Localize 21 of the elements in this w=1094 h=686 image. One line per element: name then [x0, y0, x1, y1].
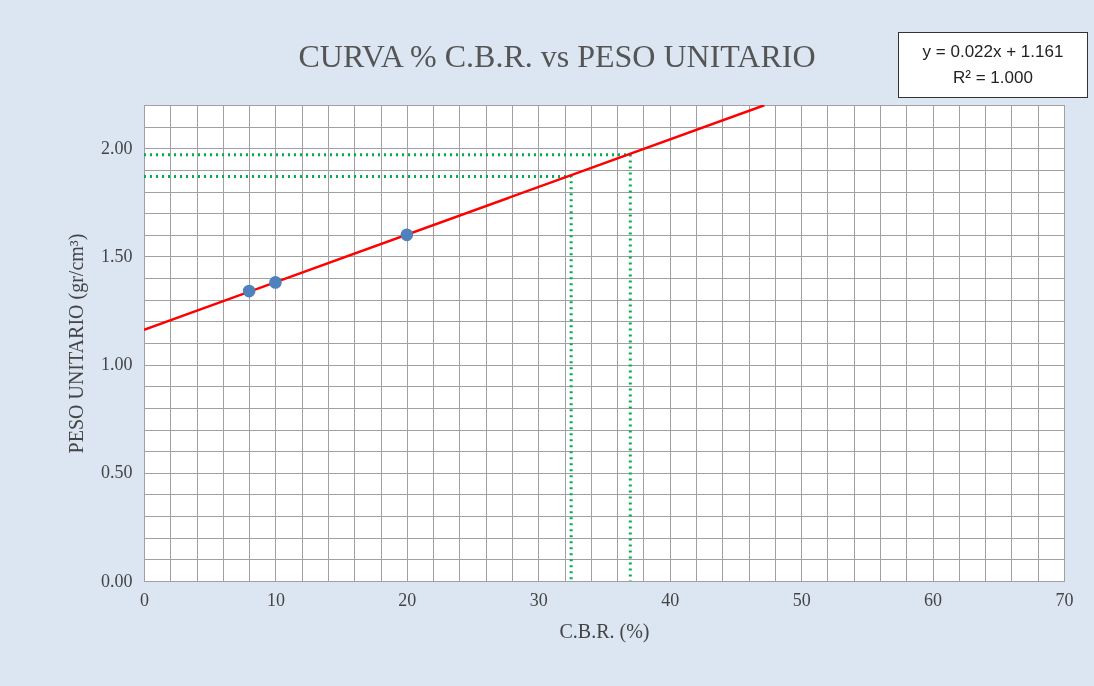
- x-tick-label: 70: [1055, 589, 1074, 610]
- point: [269, 276, 282, 289]
- x-tick-label: 60: [924, 589, 943, 610]
- point: [242, 284, 256, 298]
- text: y = 0.022x + 1.161: [921, 41, 1065, 63]
- chart-title: CURVA % C.B.R. vs PESO UNITARIO: [298, 38, 816, 74]
- x-axis-title: C.B.R. (%): [559, 619, 650, 643]
- x-tick-label: 10: [266, 589, 285, 610]
- y-tick-label: 0.00: [101, 570, 133, 591]
- x-tick-label: 30: [529, 589, 548, 610]
- x-tick-label: 50: [792, 589, 811, 610]
- y-tick-label: 2.00: [101, 137, 133, 158]
- y-tick-label: 1.00: [101, 354, 133, 375]
- y-tick-label: 1.50: [101, 245, 133, 266]
- y-tick-label: 0.50: [101, 462, 133, 483]
- point: [400, 228, 414, 242]
- x-tick-label: 20: [398, 589, 417, 610]
- text: R² = 1.000: [952, 67, 1034, 89]
- y-axis-title: PESO UNITARIO (gr/cm³): [65, 233, 88, 454]
- x-tick-label: 40: [661, 589, 680, 610]
- x-tick-label: 0: [140, 589, 149, 610]
